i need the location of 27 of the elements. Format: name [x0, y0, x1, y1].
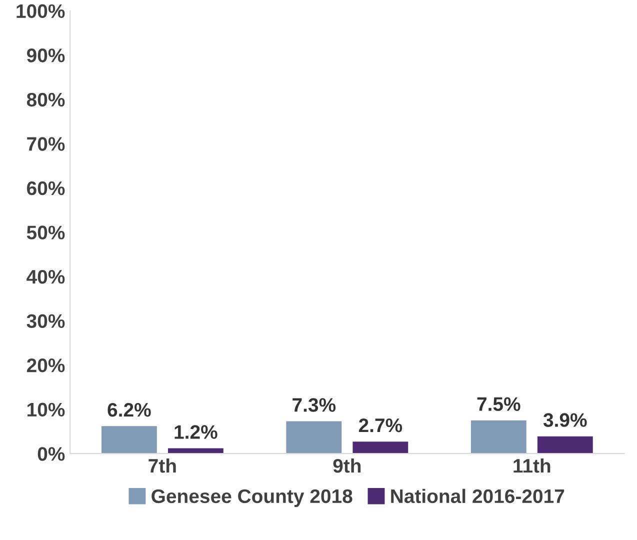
- y-tick-label: 70%: [27, 137, 65, 151]
- y-tick-label: 0%: [38, 447, 65, 461]
- bar: [470, 420, 526, 454]
- bar: [286, 421, 342, 454]
- y-tick-label: 50%: [26, 226, 65, 240]
- data-label: 2.7%: [358, 418, 402, 432]
- data-label: 7.5%: [477, 397, 520, 411]
- data-label: 1.2%: [174, 425, 218, 439]
- data-label: 7.3%: [292, 398, 336, 412]
- data-label: 3.9%: [543, 413, 587, 427]
- y-tick-label: 20%: [26, 358, 65, 372]
- data-label: 6.2%: [108, 402, 151, 417]
- y-tick-label: 60%: [27, 181, 65, 196]
- y-tick-label: 30%: [26, 314, 65, 328]
- y-tick-label: 40%: [26, 270, 65, 284]
- bar: [352, 442, 408, 454]
- legend-label: National 2016-2017: [391, 488, 564, 504]
- x-tick-label: 7th: [148, 458, 176, 473]
- y-tick-label: 90%: [26, 48, 65, 62]
- x-tick-label: 9th: [333, 458, 361, 473]
- bar: [537, 436, 593, 454]
- bar: [101, 426, 157, 454]
- y-tick-label: 100%: [16, 4, 65, 18]
- y-tick-label: 10%: [28, 402, 65, 417]
- x-tick-label: 11th: [514, 458, 550, 473]
- legend-label: Genesee County 2018: [152, 489, 352, 507]
- y-tick-label: 80%: [26, 92, 65, 107]
